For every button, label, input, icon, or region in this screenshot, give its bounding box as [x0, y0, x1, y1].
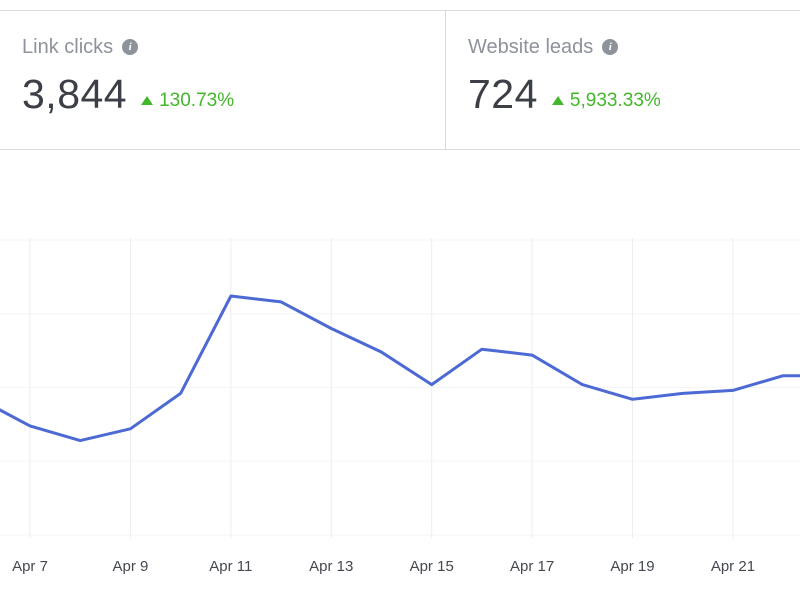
metric-value: 724 — [468, 71, 538, 117]
metric-label: Link clicks — [22, 36, 114, 58]
x-axis-label: Apr 9 — [112, 558, 149, 575]
x-axis-label: Apr 7 — [12, 558, 48, 575]
metric-change: 130.73% — [159, 89, 235, 111]
metric-card-link-clicks[interactable]: Link clicks i 3,844 130.73% — [0, 11, 446, 149]
arrow-up-icon — [551, 96, 564, 105]
x-axis-label: Apr 21 — [710, 558, 756, 575]
x-axis-label: Apr 19 — [610, 558, 655, 575]
trend-line — [0, 294, 800, 443]
metric-value-row: 724 5,933.33% — [468, 71, 800, 118]
metric-card-website-leads[interactable]: Website leads i 724 5,933.33% — [446, 11, 800, 149]
x-axis-label: Apr 17 — [510, 558, 555, 575]
x-axis: Apr 7 Apr 9 Apr 11 Apr 13 Apr 15 Apr 17 Apr 19… — [0, 558, 800, 584]
arrow-up-icon — [141, 96, 154, 105]
x-axis-label: Apr 13 — [309, 558, 354, 575]
metric-label: Website leads — [468, 36, 594, 58]
x-axis-label: Apr 15 — [409, 558, 454, 575]
metric-delta: 130.73% — [141, 90, 234, 112]
metric-change: 5,933.33% — [569, 89, 661, 111]
metric-delta: 5,933.33% — [551, 89, 661, 112]
info-icon[interactable]: i — [602, 39, 619, 55]
line-chart: Apr 7 Apr 9 Apr 11 Apr 13 Apr 15 Apr 17 Apr 19… — [0, 150, 800, 600]
x-axis-label: Apr 11 — [209, 558, 253, 575]
metric-value: 3,844 — [22, 71, 128, 117]
metric-value-row: 3,844 130.73% — [22, 71, 445, 118]
chart-canvas[interactable] — [0, 150, 800, 550]
info-icon[interactable]: i — [122, 39, 139, 55]
metric-header: Link clicks i — [22, 35, 445, 59]
metric-header: Website leads i — [468, 35, 800, 59]
metrics-summary: Link clicks i 3,844 130.73% Website lead… — [0, 10, 800, 150]
